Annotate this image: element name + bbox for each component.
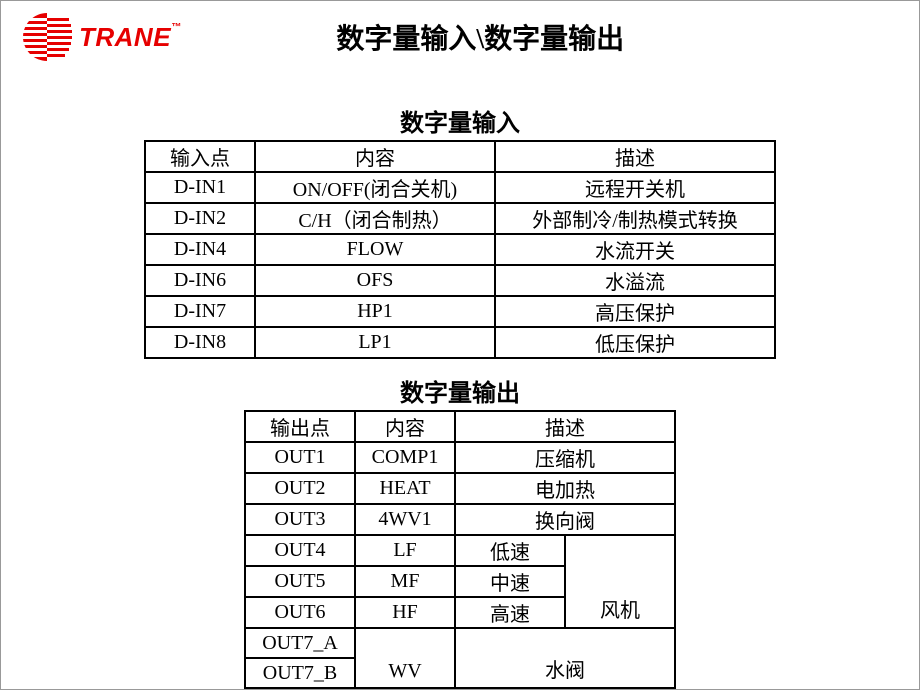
cell: D-IN7	[145, 296, 255, 327]
header: TRANE™ 数字量输入\数字量输出	[1, 1, 919, 63]
col-header: 输入点	[145, 141, 255, 172]
cell: C/H（闭合制热）	[255, 203, 495, 234]
input-table: 输入点 内容 描述 D-IN1ON/OFF(闭合关机)远程开关机 D-IN2C/…	[144, 140, 776, 359]
cell: D-IN1	[145, 172, 255, 203]
output-table-caption: 数字量输出	[400, 373, 520, 408]
cell: 换向阀	[455, 504, 675, 535]
table-row: D-IN1ON/OFF(闭合关机)远程开关机	[145, 172, 775, 203]
cell: 远程开关机	[495, 172, 775, 203]
cell: HP1	[255, 296, 495, 327]
cell: 高速	[455, 597, 565, 628]
cell: OUT4	[245, 535, 355, 566]
cell: 压缩机	[455, 442, 675, 473]
col-header: 内容	[355, 411, 455, 442]
table-row: OUT7_A WV 水阀	[245, 628, 675, 658]
output-table: 输出点 内容 描述 OUT1COMP1压缩机 OUT2HEAT电加热 OUT34…	[244, 410, 676, 689]
table-row: OUT4 LF 低速 风机	[245, 535, 675, 566]
page-title: 数字量输入\数字量输出	[62, 17, 899, 57]
cell: HEAT	[355, 473, 455, 504]
table-row: D-IN7HP1高压保护	[145, 296, 775, 327]
cell: MF	[355, 566, 455, 597]
cell: OUT3	[245, 504, 355, 535]
table-header-row: 输入点 内容 描述	[145, 141, 775, 172]
cell: OUT7_A	[245, 628, 355, 658]
cell: D-IN4	[145, 234, 255, 265]
cell: D-IN2	[145, 203, 255, 234]
cell: 水溢流	[495, 265, 775, 296]
table-row: D-IN4FLOW水流开关	[145, 234, 775, 265]
cell: 中速	[455, 566, 565, 597]
cell-wv-desc: 水阀	[455, 628, 675, 688]
cell: ON/OFF(闭合关机)	[255, 172, 495, 203]
cell: 低压保护	[495, 327, 775, 358]
cell: 外部制冷/制热模式转换	[495, 203, 775, 234]
cell: LF	[355, 535, 455, 566]
table-row: D-IN8LP1低压保护	[145, 327, 775, 358]
table-row: D-IN2C/H（闭合制热）外部制冷/制热模式转换	[145, 203, 775, 234]
col-header: 描述	[455, 411, 675, 442]
cell: OUT2	[245, 473, 355, 504]
col-header: 描述	[495, 141, 775, 172]
table-row: OUT2HEAT电加热	[245, 473, 675, 504]
col-header: 输出点	[245, 411, 355, 442]
cell: D-IN6	[145, 265, 255, 296]
table-row: OUT34WV1换向阀	[245, 504, 675, 535]
cell-wv-content: WV	[355, 628, 455, 688]
cell: OUT6	[245, 597, 355, 628]
cell: LP1	[255, 327, 495, 358]
table-row: OUT1COMP1压缩机	[245, 442, 675, 473]
cell-fan-merged: 风机	[565, 535, 675, 628]
cell: 电加热	[455, 473, 675, 504]
cell: HF	[355, 597, 455, 628]
cell: FLOW	[255, 234, 495, 265]
input-table-caption: 数字量输入	[400, 103, 520, 138]
cell: 4WV1	[355, 504, 455, 535]
col-header: 内容	[255, 141, 495, 172]
cell: 高压保护	[495, 296, 775, 327]
cell: 低速	[455, 535, 565, 566]
cell: D-IN8	[145, 327, 255, 358]
cell: 水流开关	[495, 234, 775, 265]
cell: OUT5	[245, 566, 355, 597]
cell: OUT1	[245, 442, 355, 473]
cell: COMP1	[355, 442, 455, 473]
tables-container: 数字量输入 输入点 内容 描述 D-IN1ON/OFF(闭合关机)远程开关机 D…	[1, 103, 919, 689]
cell: OUT7_B	[245, 658, 355, 688]
cell: OFS	[255, 265, 495, 296]
table-header-row: 输出点 内容 描述	[245, 411, 675, 442]
table-row: D-IN6OFS水溢流	[145, 265, 775, 296]
